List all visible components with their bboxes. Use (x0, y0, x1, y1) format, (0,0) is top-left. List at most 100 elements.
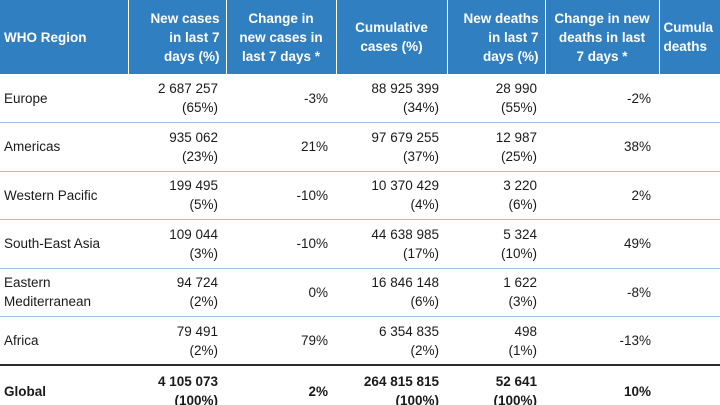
cell-change-deaths-value: 2% (631, 187, 651, 203)
cell-cumulative-deaths-percent: ( (667, 195, 720, 214)
header-line: deaths (663, 39, 708, 54)
cell-new-cases: 2 687 257 (65%) (128, 74, 226, 123)
cell-cumulative-deaths: 711(1 (659, 219, 720, 269)
cell-cumulative-cases-percent: (100%) (395, 393, 439, 405)
cell-change-deaths-value: -8% (626, 284, 651, 300)
cell-change-deaths-value: 38% (623, 139, 651, 155)
table-header: WHO Region New cases in last 7 days (%) Chan… (0, 0, 720, 74)
cell-change-deaths: 38% (545, 122, 659, 172)
cell-new-cases: 94 724 (2%) (128, 268, 226, 317)
cell-cumulative-cases-percent: (17%) (402, 245, 439, 261)
cell-change-cases: -10% (226, 171, 336, 220)
cell-change-cases-value: 21% (300, 139, 328, 155)
cell-change-deaths-value: -13% (619, 333, 651, 348)
cell-new-cases: 109 044 (3%) (128, 219, 226, 269)
cell-new-deaths: 3 220 (6%) (447, 171, 545, 220)
cell-new-cases-value: 935 062 (169, 129, 218, 145)
cell-change-cases-value: -10% (296, 187, 328, 203)
cell-cumulative-deaths-percent: (4 (667, 147, 720, 166)
cell-cumulative-deaths-value: 310 (667, 273, 720, 292)
header-who-region: WHO Region (0, 0, 129, 74)
table-row: Europe 2 687 257 (65%) -3% 88 925 399 (34%) 28… (0, 74, 720, 123)
cell-cumulative-deaths: 5 249(10 (659, 364, 720, 405)
region-label: Global (4, 383, 47, 399)
cell-cumulative-deaths-percent: (3 (667, 98, 720, 117)
region-label: Mediterranean (4, 294, 92, 310)
header-line: cases (%) (360, 39, 423, 54)
cell-cumulative-deaths: 1 569(3 (659, 74, 720, 123)
header-new-deaths: New deaths in last 7 days (%) (447, 0, 546, 74)
cell-new-deaths-value: 52 641 (495, 374, 537, 390)
table-row: Eastern Mediterranean 94 724 (2%) 0% 16 846 1… (0, 268, 720, 317)
cell-cumulative-cases-value: 264 815 815 (363, 374, 439, 390)
cell-new-deaths: 5 324 (10%) (447, 219, 545, 269)
header-change-deaths: Change in new deaths in last 7 days * (545, 0, 660, 74)
cell-new-cases-percent: (65%) (181, 100, 218, 115)
cell-new-deaths-percent: (3%) (508, 294, 537, 310)
table-row-global: Global 4 105 073 (100%) 2% 264 815 815 (100%)… (0, 364, 720, 405)
cell-cumulative-cases: 44 638 985 (17%) (336, 219, 447, 269)
cell-change-cases: 79% (226, 316, 336, 366)
cell-cumulative-cases-percent: (6%) (410, 294, 439, 310)
cell-change-cases: 21% (226, 122, 336, 172)
cell-cumulative-cases: 10 370 429 (4%) (336, 171, 447, 220)
cell-region: Eastern Mediterranean (0, 268, 128, 317)
cell-cumulative-deaths: 2 360(4 (659, 122, 720, 172)
cell-new-deaths-percent: (1%) (508, 342, 537, 358)
cell-region: Americas (0, 122, 128, 172)
cell-region: Global (0, 364, 128, 405)
cell-change-deaths: 10% (545, 364, 659, 405)
header-line: 7 days * (576, 48, 628, 64)
table-row: Western Pacific 199 495 (5%) -10% 10 370 429… (0, 171, 720, 220)
cell-cumulative-cases: 264 815 815 (100%) (336, 364, 447, 405)
cell-cumulative-deaths-percent: (10 (667, 391, 720, 405)
cell-new-deaths-percent: (55%) (500, 100, 537, 115)
cell-new-cases-percent: (3%) (189, 245, 218, 261)
cell-change-cases: 2% (226, 364, 336, 405)
cell-cumulative-cases: 88 925 399 (34%) (336, 74, 447, 123)
header-line: New deaths (463, 10, 539, 26)
cell-cumulative-deaths-value: 1 569 (667, 79, 720, 98)
cell-cumulative-deaths-value: 2 360 (667, 128, 720, 147)
region-label: South-East Asia (4, 236, 101, 252)
cell-new-cases-percent: (2%) (189, 342, 218, 358)
cell-new-deaths-value: 5 324 (503, 226, 537, 242)
cell-change-cases: 0% (226, 268, 336, 317)
cell-new-cases: 79 491 (2%) (128, 316, 226, 366)
header-change-cases: Change in new cases in last 7 days * (226, 0, 337, 74)
cell-new-deaths: 12 987 (25%) (447, 122, 545, 172)
table-row: Africa 79 491 (2%) 79% 6 354 835 (2%) 498 (1%) -… (0, 316, 720, 366)
cell-cumulative-cases: 16 846 148 (6%) (336, 268, 447, 317)
cell-new-cases: 935 062 (23%) (128, 122, 226, 172)
cell-cumulative-cases-percent: (2%) (410, 342, 439, 358)
cell-new-deaths-percent: (100%) (493, 393, 537, 405)
cell-new-deaths: 1 622 (3%) (447, 268, 545, 317)
header-line: WHO Region (4, 29, 87, 45)
cell-new-cases-value: 4 105 073 (157, 374, 218, 390)
cell-cumulative-deaths-value: 711 (667, 225, 720, 244)
header-cumulative-deaths: Cumula deaths (659, 0, 720, 74)
cell-new-cases: 4 105 073 (100%) (128, 364, 226, 405)
cell-change-cases-value: -10% (296, 236, 328, 252)
header-new-cases: New cases in last 7 days (%) (128, 0, 227, 74)
table-body: Europe 2 687 257 (65%) -3% 88 925 399 (34%) 28… (0, 74, 720, 405)
cell-new-deaths-value: 28 990 (495, 81, 537, 96)
header-line: Change in (248, 10, 314, 26)
cell-change-cases-value: 79% (300, 333, 328, 348)
header-cumulative-cases: Cumulative cases (%) (336, 0, 448, 74)
table-row: Americas 935 062 (23%) 21% 97 679 255 (37%) 12… (0, 122, 720, 172)
cell-change-cases: -10% (226, 219, 336, 269)
cell-cumulative-cases-value: 44 638 985 (371, 226, 439, 242)
header-line: last 7 days * (241, 48, 321, 64)
region-label: Western Pacific (4, 187, 98, 203)
header-line: in last 7 (169, 29, 220, 45)
cell-change-cases-value: 2% (308, 383, 328, 399)
cell-change-deaths-value: -2% (626, 90, 651, 106)
region-label: Americas (4, 139, 61, 155)
cell-new-deaths-value: 12 987 (495, 129, 537, 145)
cell-change-deaths: -2% (545, 74, 659, 123)
cell-cumulative-cases-value: 10 370 429 (371, 178, 439, 194)
header-line: days (%) (482, 48, 539, 64)
